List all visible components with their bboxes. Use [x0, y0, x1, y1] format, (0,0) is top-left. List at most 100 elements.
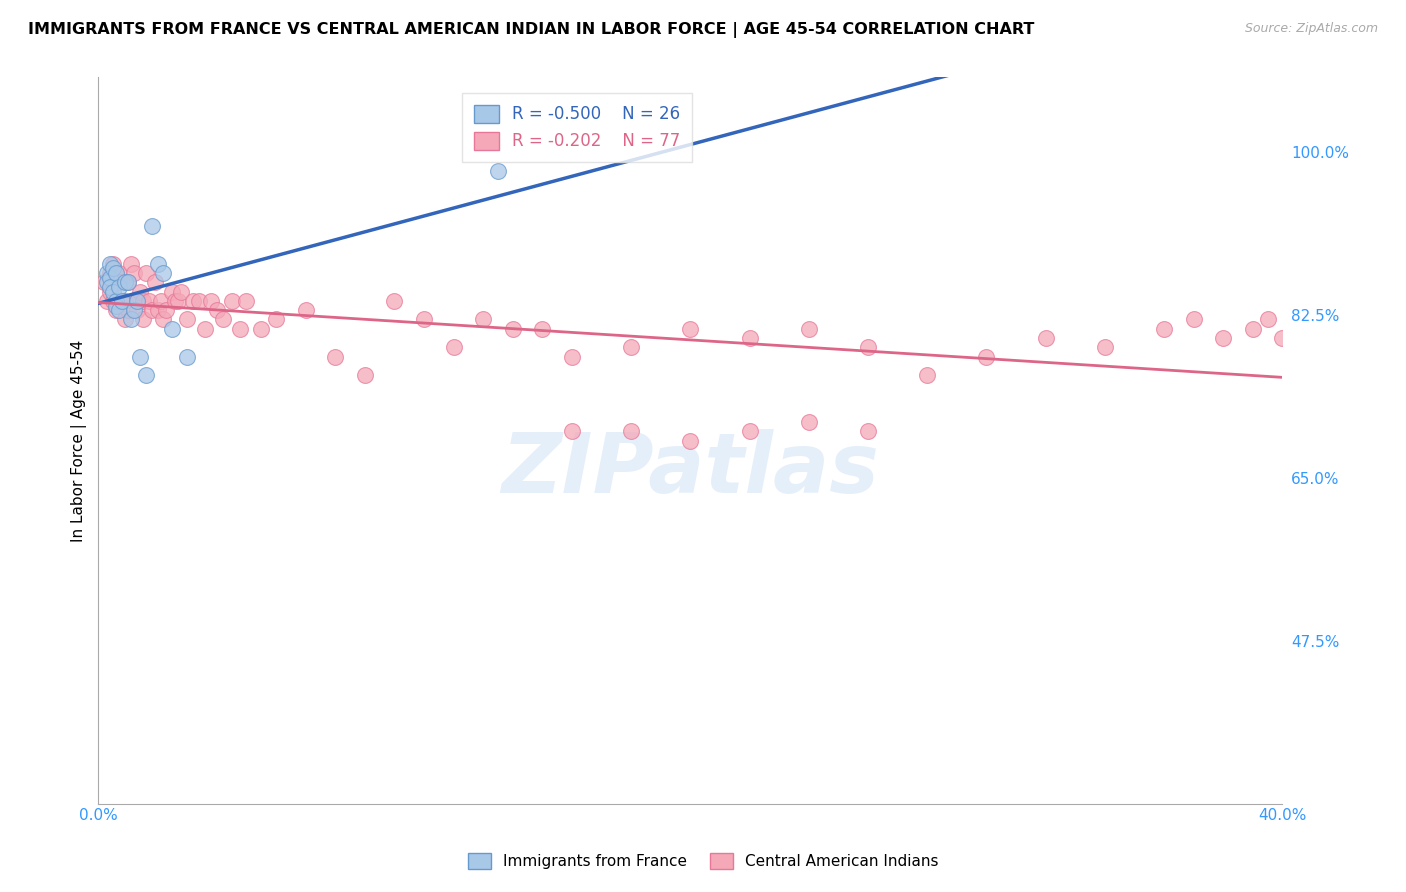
Point [264, 312, 287, 326]
Point [108, 280, 131, 294]
Point [114, 275, 136, 289]
Point [205, 303, 228, 318]
Point [98, 285, 121, 299]
Point [620, 340, 643, 354]
Point [105, 266, 128, 280]
Point [146, 303, 169, 318]
Text: Source: ZipAtlas.com: Source: ZipAtlas.com [1244, 22, 1378, 36]
Point [1212, 331, 1234, 345]
Point [167, 293, 190, 308]
Point [181, 293, 204, 308]
Point [101, 293, 124, 308]
Point [797, 322, 820, 336]
Point [353, 368, 375, 383]
Point [93, 275, 115, 289]
Point [1241, 322, 1264, 336]
Point [98, 257, 121, 271]
Point [531, 322, 554, 336]
Point [111, 293, 134, 308]
Point [138, 293, 160, 308]
Point [162, 285, 184, 299]
Text: ZIPatlas: ZIPatlas [502, 429, 879, 510]
Point [250, 322, 273, 336]
Point [101, 285, 124, 299]
Point [128, 350, 150, 364]
Point [194, 322, 217, 336]
Point [101, 261, 124, 276]
Point [98, 266, 121, 280]
Point [146, 257, 169, 271]
Point [101, 257, 124, 271]
Point [122, 303, 145, 318]
Point [235, 293, 257, 308]
Point [561, 424, 583, 438]
Point [1094, 340, 1116, 354]
Point [1271, 331, 1294, 345]
Point [165, 293, 187, 308]
Point [679, 322, 702, 336]
Point [114, 293, 136, 308]
Point [105, 299, 128, 313]
Point [96, 275, 118, 289]
Point [155, 303, 177, 318]
Point [111, 293, 134, 308]
Point [96, 293, 118, 308]
Point [162, 322, 184, 336]
Point [856, 340, 879, 354]
Point [176, 350, 198, 364]
Point [117, 275, 139, 289]
Point [176, 312, 198, 326]
Point [108, 266, 131, 280]
Text: IMMIGRANTS FROM FRANCE VS CENTRAL AMERICAN INDIAN IN LABOR FORCE | AGE 45-54 COR: IMMIGRANTS FROM FRANCE VS CENTRAL AMERIC… [28, 22, 1035, 38]
Point [486, 163, 509, 178]
Point [132, 293, 155, 308]
Point [143, 275, 166, 289]
Point [135, 266, 157, 280]
Point [135, 368, 157, 383]
Point [141, 303, 163, 318]
Point [620, 424, 643, 438]
Point [1257, 312, 1279, 326]
Point [141, 219, 163, 234]
Point [105, 266, 128, 280]
Point [976, 350, 998, 364]
Point [149, 293, 172, 308]
Point [108, 303, 131, 318]
Point [561, 350, 583, 364]
Point [98, 280, 121, 294]
Point [125, 293, 148, 308]
Point [1153, 322, 1175, 336]
Point [108, 275, 131, 289]
Point [188, 293, 211, 308]
Point [125, 303, 148, 318]
Point [120, 257, 142, 271]
Point [323, 350, 346, 364]
Point [117, 303, 139, 318]
Legend: R = -0.500    N = 26, R = -0.202    N = 77: R = -0.500 N = 26, R = -0.202 N = 77 [463, 93, 692, 162]
Point [797, 415, 820, 429]
Point [105, 293, 128, 308]
Point [384, 293, 406, 308]
Point [122, 266, 145, 280]
Point [221, 293, 243, 308]
Point [105, 303, 128, 318]
Point [152, 312, 174, 326]
Point [96, 266, 118, 280]
Point [472, 312, 495, 326]
Point [211, 312, 233, 326]
Y-axis label: In Labor Force | Age 45-54: In Labor Force | Age 45-54 [72, 339, 87, 541]
Point [294, 303, 316, 318]
Point [1182, 312, 1205, 326]
Point [1035, 331, 1057, 345]
Point [738, 331, 761, 345]
Point [413, 312, 436, 326]
Point [120, 312, 142, 326]
Point [98, 270, 121, 285]
Legend: Immigrants from France, Central American Indians: Immigrants from France, Central American… [461, 847, 945, 875]
Point [679, 434, 702, 448]
Point [229, 322, 252, 336]
Point [132, 312, 155, 326]
Point [738, 424, 761, 438]
Point [856, 424, 879, 438]
Point [114, 312, 136, 326]
